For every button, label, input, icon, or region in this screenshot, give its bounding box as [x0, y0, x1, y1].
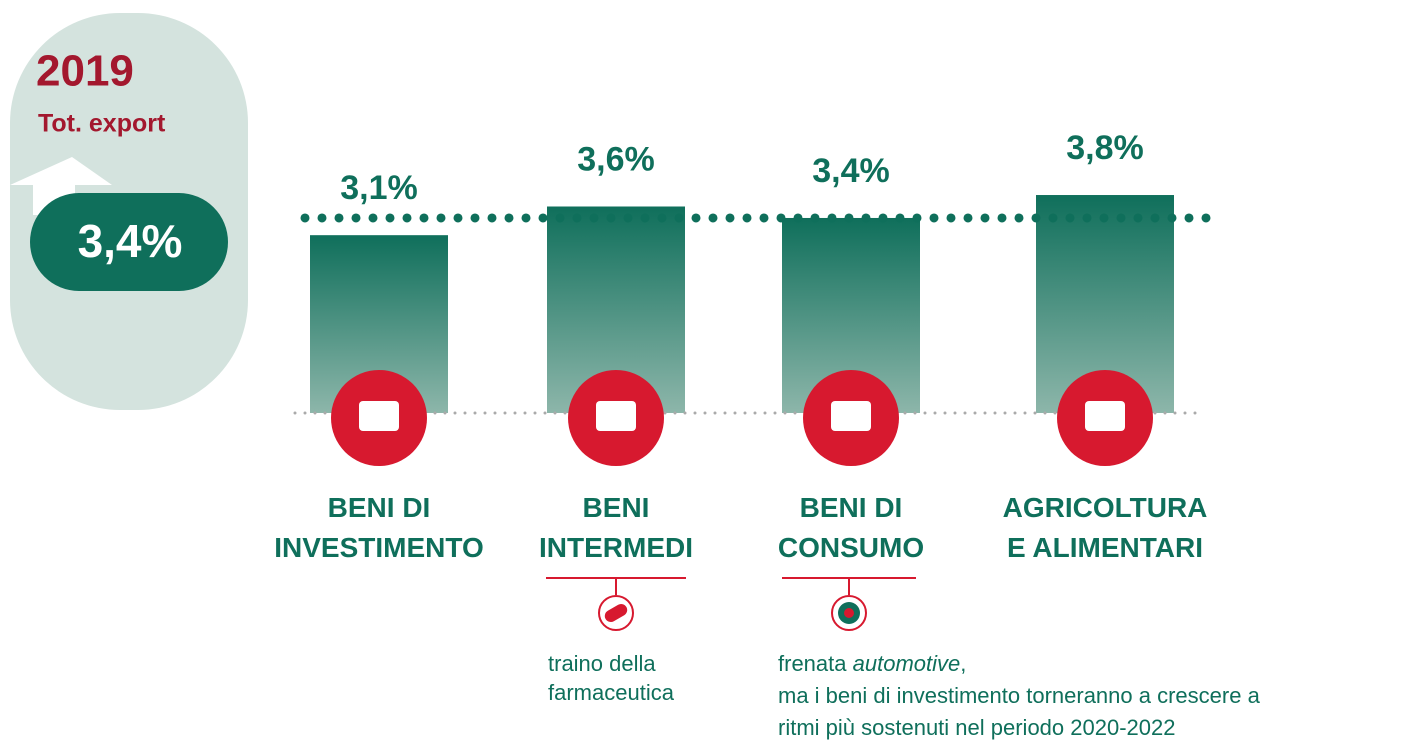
category-text: BENI INTERMEDI — [539, 492, 693, 563]
icon-glyph — [596, 401, 636, 431]
note-italic: automotive — [853, 651, 961, 676]
category-label: BENI DI CONSUMO — [777, 492, 925, 563]
pill-shape — [604, 604, 628, 622]
value-label: 3,6% — [577, 140, 655, 178]
icon-glyph — [359, 401, 399, 431]
category-text: AGRICOLTURA E ALIMENTARI — [1002, 492, 1208, 563]
icon-glyph — [1085, 401, 1125, 431]
total-label: Tot. export — [38, 110, 166, 138]
arrow — [10, 157, 112, 215]
icons — [331, 370, 1153, 466]
note: frenata automotive, — [778, 651, 966, 676]
category-label: AGRICOLTURA E ALIMENTARI — [1002, 492, 1208, 563]
category-label: BENI DI INVESTIMENTO — [274, 492, 484, 563]
note: ritmi più sostenuti nel periodo 2020-202… — [778, 715, 1175, 740]
value-label: 3,1% — [340, 169, 418, 207]
wheel-hub — [844, 608, 854, 618]
note-text: frenata — [778, 651, 847, 676]
bars — [310, 195, 1174, 413]
note-text: , — [960, 651, 966, 676]
total-value: 3,4% — [78, 215, 183, 267]
category-text: BENI DI CONSUMO — [777, 492, 925, 563]
icon-glyph — [831, 401, 871, 431]
category-text: BENI DI INVESTIMENTO — [274, 492, 484, 563]
total-year: 2019 — [36, 47, 134, 96]
value-label: 3,4% — [812, 152, 890, 190]
total-pill — [30, 193, 228, 291]
category-label: BENI INTERMEDI — [539, 492, 693, 563]
note: ma i beni di investimento torneranno a c… — [778, 683, 1261, 708]
value-label: 3,8% — [1066, 129, 1144, 167]
note: farmaceutica — [548, 680, 675, 705]
note: traino della — [548, 651, 656, 676]
